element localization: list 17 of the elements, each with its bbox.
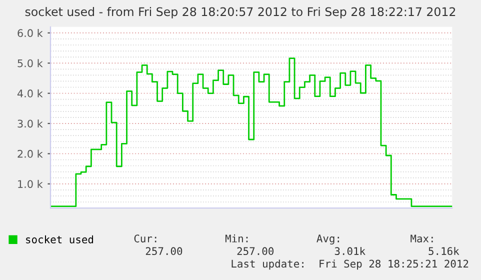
y-tick-label: 5.0 k: [18, 59, 43, 68]
legend-label: socket used: [26, 235, 94, 244]
text: Max:: [410, 234, 433, 242]
y-tick-label: 3.0 k: [18, 120, 43, 128]
text: Min:: [225, 234, 248, 242]
y-tick-label: 6.0 k: [18, 28, 43, 38]
text: Cur:: [134, 234, 156, 242]
text: 257.00: [237, 247, 274, 256]
text: 5.16k: [428, 246, 460, 256]
y-tick-label: 4.0 k: [17, 89, 43, 98]
chart-title: socket used - from Fri Sep 28 18:20:57 2012 to Fri Sep 28 18:22:17 2012: [25, 7, 456, 18]
y-tick-label: 2.0 k: [18, 150, 43, 158]
text: Last update: Fri Sep 28 18:25:21 2012: [232, 260, 468, 270]
text: 3.01k: [334, 246, 366, 256]
text: Avg:: [316, 234, 340, 244]
text: 257.00: [146, 247, 182, 256]
y-tick-label: 1.0 k: [18, 180, 43, 188]
